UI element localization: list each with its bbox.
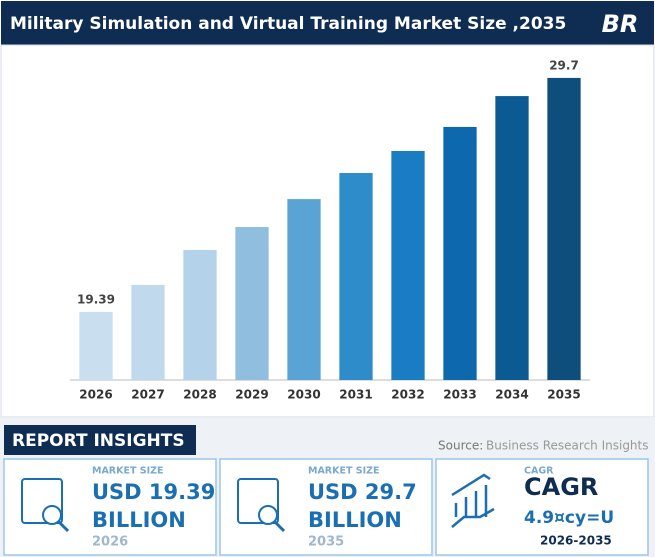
card-icon [42, 505, 62, 525]
chart-frame [0, 44, 655, 418]
card-icon [451, 473, 495, 528]
source: Business Research Insights [486, 439, 649, 453]
card [3, 458, 217, 556]
bar [443, 126, 477, 380]
logo: BR [602, 10, 639, 38]
x-tick-label: 2033 [443, 388, 476, 402]
x-tick-label: 2026 [79, 388, 112, 402]
bar [287, 199, 321, 380]
x-tick-label: 2027 [131, 388, 164, 402]
card-icon [258, 505, 278, 525]
insights-heading: REPORT INSIGHTS [12, 431, 185, 451]
source-label: Source: [438, 439, 483, 453]
card-label: MARKET SIZE [92, 466, 164, 477]
x-tick-label: 2029 [235, 388, 268, 402]
bar [391, 150, 425, 380]
card-icon [56, 519, 70, 533]
bar [339, 173, 373, 380]
card-unit: BILLION [308, 508, 402, 532]
x-tick-label: 2035 [547, 388, 580, 402]
card-unit: BILLION [92, 508, 186, 532]
x-tick-label: 2031 [339, 388, 372, 402]
header [1, 1, 654, 45]
bar [79, 311, 113, 380]
x-tick-label: 2034 [495, 388, 528, 402]
card-year: 2026 [92, 535, 128, 550]
x-tick-label: 2032 [391, 388, 424, 402]
bar [547, 77, 581, 381]
x-tick-label: 2030 [287, 388, 320, 402]
bar [235, 227, 269, 380]
bar [183, 249, 217, 380]
card-label: CAGR [524, 466, 554, 477]
card-icon [237, 478, 279, 524]
card-value: 4.9¤cy=U [524, 508, 614, 528]
bar [495, 96, 529, 380]
value-label: 19.39 [77, 292, 115, 306]
card-year: 2026-2035 [540, 534, 612, 548]
card [219, 458, 433, 556]
card-icon [21, 478, 63, 524]
card-year: 2035 [308, 535, 344, 550]
bar [131, 284, 165, 380]
card-value: USD 19.39 [92, 480, 215, 504]
card-label: MARKET SIZE [308, 466, 380, 477]
chart-title: Military Simulation and Virtual Training… [10, 14, 566, 34]
card [435, 458, 649, 556]
value-label: 29.7 [549, 58, 579, 72]
insights-heading-bg [4, 425, 196, 455]
card-cagr: CAGR [524, 473, 598, 501]
card-value: USD 29.7 [308, 480, 417, 504]
card-icon [272, 519, 286, 533]
x-tick-label: 2028 [183, 388, 216, 402]
